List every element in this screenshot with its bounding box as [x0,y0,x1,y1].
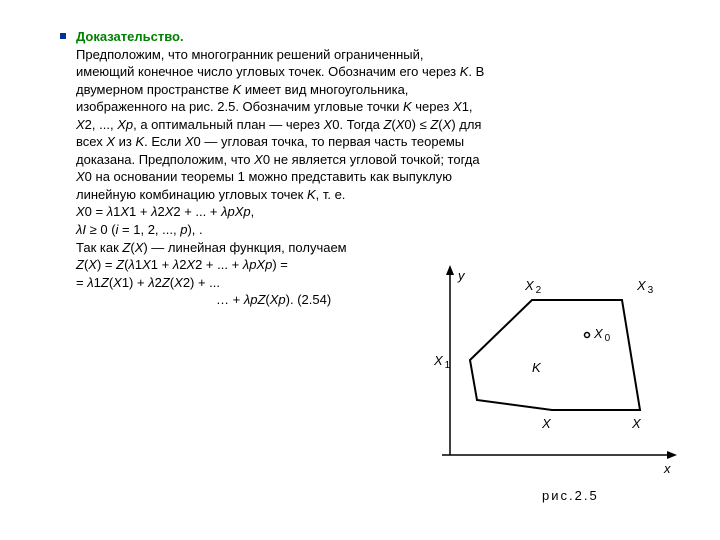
polygon-k-icon [470,300,640,410]
y-axis-label: y [457,268,466,283]
vertex-x2-label: X2 [524,278,542,296]
x-axis-label: x [663,461,671,476]
x-arrow-icon [667,451,677,459]
proof-heading: Доказательство. [76,29,184,44]
vertex-x3-label: X3 [636,278,654,296]
bullet-icon [60,33,66,39]
vertex-xa-label: X [631,416,642,431]
vertex-xb-label: X [541,416,552,431]
point-x0-icon [585,333,590,338]
k-label: K [532,360,542,375]
figure-2-5: y x K X1 X2 X3 X0 X X рис.2.5 [422,260,682,515]
vertex-x1-label: X1 [433,353,451,371]
figure-caption: рис.2.5 [542,488,599,503]
y-arrow-icon [446,265,454,275]
vertex-x0-label: X0 [593,326,611,344]
